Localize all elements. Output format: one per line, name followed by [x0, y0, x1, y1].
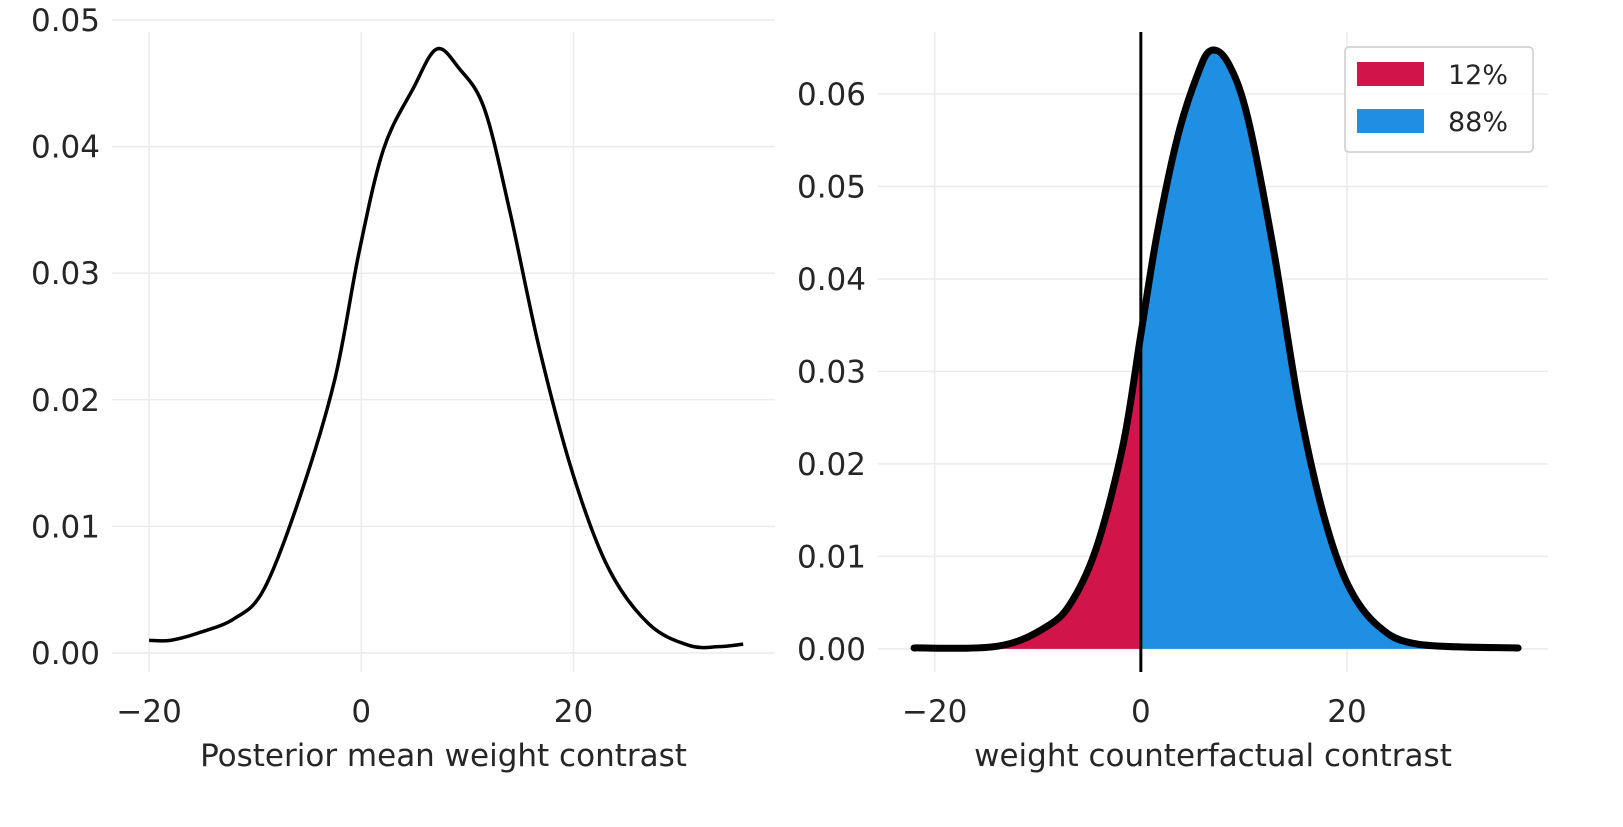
y-tick-label: 0.00 [797, 632, 866, 668]
y-tick-label: 0.05 [31, 3, 100, 39]
density-curve [149, 46, 744, 650]
y-tick-label: 0.04 [797, 262, 866, 298]
y-tick-label: 0.05 [797, 169, 866, 205]
x-tick-label: 0 [1131, 694, 1151, 730]
x-tick-label: −20 [902, 694, 967, 730]
y-tick-label: 0.01 [797, 539, 866, 575]
legend: 12% 88% [1344, 46, 1534, 153]
y-tick-label: 0.03 [797, 354, 866, 390]
y-tick-label: 0.02 [797, 447, 866, 483]
y-tick-label: 0.06 [797, 77, 866, 113]
x-axis-label: weight counterfactual contrast [974, 738, 1452, 774]
legend-label: 12% [1448, 60, 1508, 91]
right-panel-counterfactual: 0.00 0.01 0.02 0.03 0.04 0.05 0.06 −20 0 20 weight… [797, 32, 1548, 774]
y-tick-label: 0.04 [31, 130, 100, 166]
x-tick-label: −20 [116, 694, 181, 730]
left-panel-posterior-mean: 0.00 0.01 0.02 0.03 0.04 0.05 −20 0 20 Posterior … [31, 3, 775, 774]
x-tick-label: 20 [554, 694, 593, 730]
legend-label: 88% [1448, 107, 1508, 138]
y-tick-label: 0.01 [31, 509, 100, 545]
area-above-zero [1140, 50, 1519, 649]
y-tick-label: 0.02 [31, 383, 100, 419]
x-tick-label: 0 [351, 694, 371, 730]
density-curve [910, 46, 1522, 652]
x-tick-label: 20 [1327, 694, 1366, 730]
legend-swatch [1357, 62, 1424, 86]
y-tick-label: 0.03 [31, 256, 100, 292]
legend-swatch [1357, 109, 1424, 133]
x-axis-label: Posterior mean weight contrast [200, 738, 687, 774]
area-below-zero [914, 334, 1141, 649]
y-tick-label: 0.00 [31, 636, 100, 672]
